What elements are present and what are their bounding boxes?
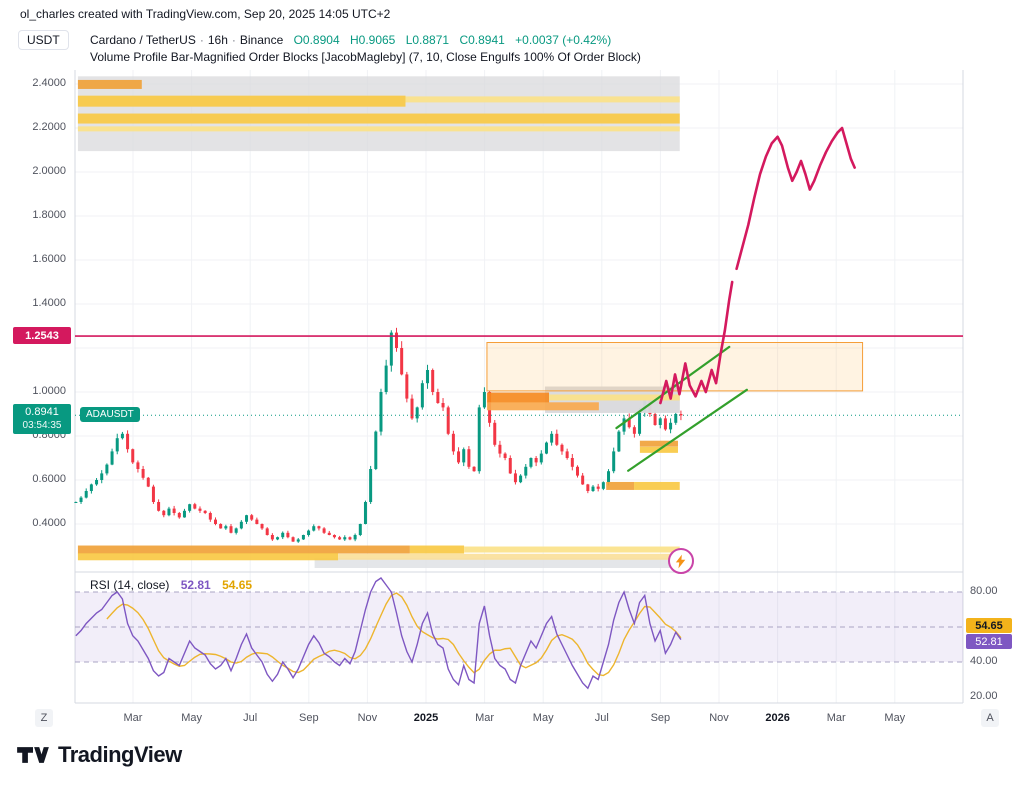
rsi-value: 52.81 — [180, 578, 211, 592]
lightning-bolt-icon — [675, 554, 686, 568]
auto-scale-button[interactable]: A — [981, 709, 999, 727]
price-tick-label: 1.4000 — [32, 297, 66, 309]
legend-exchange[interactable]: Binance — [239, 33, 284, 47]
price-tick-label: 0.4000 — [32, 517, 66, 529]
legend-separator: · — [231, 33, 236, 47]
rsi-pane — [75, 577, 963, 690]
rsi-tick-label: 80.00 — [970, 585, 998, 597]
time-tick-label: Nov — [709, 712, 729, 724]
candles — [74, 327, 683, 543]
legend-symbol[interactable]: Cardano / TetherUS — [90, 33, 196, 47]
legend-open: O0.8904 — [293, 33, 340, 47]
timezone-button[interactable]: Z — [35, 709, 53, 727]
time-tick-label: May — [181, 712, 202, 724]
time-tick-label: Mar — [123, 712, 143, 724]
rsi-tick-label: 20.00 — [970, 690, 998, 702]
rsi-ma-badge: 54.65 — [966, 618, 1012, 633]
legend-separator: · — [199, 33, 204, 47]
price-tick-label: 1.0000 — [32, 385, 66, 397]
rsi-tick-label: 40.00 — [970, 655, 998, 667]
legend-close: C0.8941 — [459, 33, 505, 47]
rsi-value-badge: 52.81 — [966, 634, 1012, 649]
time-tick-label: 2026 — [765, 712, 790, 724]
time-tick-label: Mar — [826, 712, 846, 724]
time-tick-label: Nov — [357, 712, 378, 724]
indicator-legend[interactable]: Volume Profile Bar-Magnified Order Block… — [90, 50, 641, 64]
price-tick-label: 2.4000 — [32, 77, 66, 89]
time-tick-label: 2025 — [413, 712, 439, 724]
current-price-badge: 0.8941 03:54:35 — [13, 404, 71, 434]
rsi-label[interactable]: RSI (14, close) — [90, 578, 170, 592]
hline-price-badge: 1.2543 — [13, 327, 71, 344]
time-tick-label: Jul — [243, 712, 258, 724]
rsi-ma-value: 54.65 — [222, 578, 253, 592]
time-tick-label: May — [532, 712, 554, 724]
tradingview-wordmark: TradingView — [58, 742, 182, 767]
legend-low: L0.8871 — [405, 33, 450, 47]
order-block-bars — [77, 79, 680, 561]
price-tick-label: 2.2000 — [32, 121, 66, 133]
projected-path-line[interactable] — [659, 126, 856, 405]
price-tick-label: 1.6000 — [32, 253, 66, 265]
pane-borders — [74, 70, 964, 704]
gridlines — [75, 70, 963, 703]
price-axis-currency[interactable]: USDT — [18, 30, 69, 50]
time-tick-label: Sep — [650, 712, 671, 724]
time-tick-label: Mar — [475, 712, 495, 724]
price-tick-label: 1.8000 — [32, 209, 66, 221]
time-tick-label: Jul — [594, 712, 609, 724]
legend-interval[interactable]: 16h — [207, 33, 228, 47]
indicator-logo-icon — [668, 548, 694, 574]
order-block-rectangle[interactable] — [486, 342, 864, 392]
price-tick-label: 0.6000 — [32, 473, 66, 485]
symbol-price-label: ADAUSDT — [80, 407, 140, 422]
time-tick-label: Sep — [299, 712, 319, 724]
chart-legend: Cardano / TetherUS · 16h · Binance O0.8904 H… — [90, 33, 611, 47]
tradingview-logo[interactable]: TradingView — [16, 742, 182, 768]
bar-countdown: 03:54:35 — [22, 420, 62, 431]
legend-high: H0.9065 — [349, 33, 396, 47]
rsi-legend: RSI (14, close) 52.81 54.65 — [90, 578, 252, 592]
current-price-value: 0.8941 — [25, 406, 59, 418]
time-tick-label: May — [884, 712, 906, 724]
price-tick-label: 2.0000 — [32, 165, 66, 177]
legend-change: +0.0037 (+0.42%) — [515, 33, 612, 47]
tradingview-mark-icon — [17, 747, 49, 763]
attribution-text: ol_charles created with TradingView.com,… — [20, 7, 391, 21]
